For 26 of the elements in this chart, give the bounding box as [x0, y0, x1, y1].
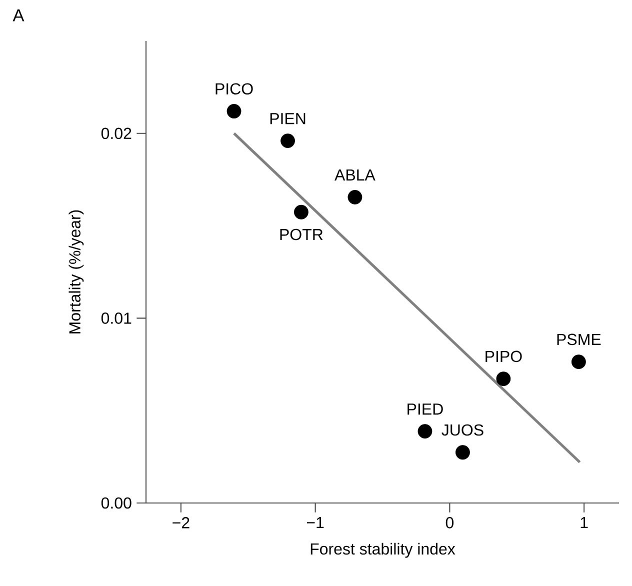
- x-axis-title: Forest stability index: [310, 542, 456, 558]
- x-tick-label: −2: [172, 517, 190, 528]
- point: [571, 354, 586, 370]
- annotation: PSME: [557, 334, 601, 346]
- point: [226, 104, 242, 118]
- annotation: ABLA: [334, 169, 376, 180]
- y-tick-label: 0.02: [101, 128, 132, 140]
- annotation: PIED: [408, 404, 443, 415]
- y-tick-label: 0.00: [101, 497, 132, 509]
- annotation: POTR: [280, 228, 323, 240]
- x-tick-label: 0: [446, 517, 454, 528]
- text: A: [12, 9, 24, 22]
- point: [280, 134, 295, 148]
- annotation: PIEN: [270, 113, 306, 124]
- point: [496, 372, 511, 386]
- point: [294, 204, 308, 220]
- point: [418, 424, 432, 438]
- point: [456, 445, 470, 460]
- x-tick-label: 1: [580, 517, 588, 528]
- x-tick-label: −1: [306, 517, 324, 528]
- annotation: PICO: [216, 83, 253, 95]
- point: [348, 190, 362, 204]
- y-tick-label: 0.01: [101, 312, 132, 324]
- annotation: JUOS: [442, 424, 484, 436]
- annotation: PIPO: [486, 350, 522, 362]
- y-axis-title: Mortality (%/year): [68, 210, 84, 334]
